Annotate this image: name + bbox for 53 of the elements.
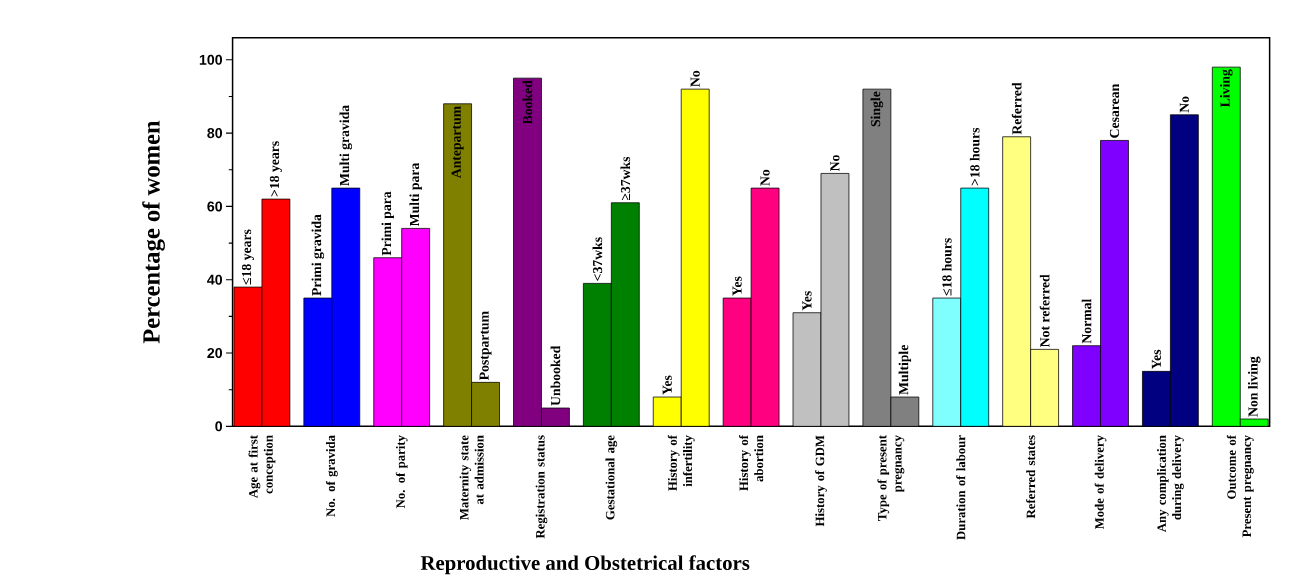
x-tick-label: No. of parity	[395, 435, 408, 509]
x-tick-label: Outcome of Present pregnancy	[1226, 435, 1254, 538]
data-label: Multi para	[409, 163, 422, 227]
data-label: No	[1179, 96, 1189, 113]
y-tick-label: 60	[207, 201, 223, 212]
x-tick-label: Any complication during delivery	[1157, 435, 1184, 533]
data-label: Normal	[1081, 299, 1092, 344]
data-label: No	[830, 155, 840, 172]
data-label: Single	[870, 91, 884, 127]
data-label: >18 hours	[969, 128, 980, 186]
data-label: Booked	[522, 80, 533, 125]
data-label: Non living	[1247, 356, 1261, 417]
x-tick-label: History of abortion	[738, 435, 764, 492]
data-label: <37wks	[592, 237, 603, 281]
x-tick-label: Registration status	[535, 435, 548, 539]
data-label: Multiple	[898, 345, 912, 395]
data-label: ≥37wks	[620, 157, 631, 201]
y-tick-label: 80	[207, 128, 223, 139]
y-axis-title: Percentage of women	[142, 121, 165, 344]
x-tick-label: Maternity state at admission	[459, 435, 484, 521]
y-tick-label: 0	[215, 421, 223, 432]
x-tick-label: No. of gravida	[325, 435, 338, 517]
data-label: ≤18 years	[241, 229, 254, 285]
y-tick-label: 100	[199, 55, 223, 66]
data-label: ≤18 hours	[941, 238, 952, 296]
data-label: Not referred	[1039, 274, 1050, 348]
data-label: Postpartum	[479, 311, 492, 381]
x-tick-label: Duration of labour	[956, 435, 966, 541]
data-label: Living	[1220, 69, 1233, 108]
data-label: Cesarean	[1109, 84, 1120, 138]
x-tick-label: Mode of delivery	[1094, 435, 1107, 530]
x-tick-label: Type of present pregnancy	[877, 435, 905, 522]
x-tick-label: Age at first conception	[248, 435, 276, 499]
x-tick-label: History of infertility	[667, 435, 695, 492]
x-tick-label: Gestational age	[605, 435, 618, 520]
data-label: Yes	[1151, 350, 1161, 370]
data-label: Primi gravida	[311, 214, 325, 296]
data-label: >18 years	[269, 141, 282, 197]
data-label: Primi para	[381, 191, 394, 256]
data-label: No	[760, 170, 770, 186]
data-label: Unbooked	[550, 346, 561, 406]
x-tick-label: Referred states	[1026, 435, 1036, 519]
x-tick-label: History of GDM	[815, 435, 827, 527]
data-label: Yes	[802, 291, 812, 311]
data-label: Yes	[732, 276, 742, 296]
data-label: No	[690, 71, 700, 88]
data-label: Multi gravida	[339, 105, 353, 187]
data-label: Antepartum	[451, 106, 464, 179]
y-tick-label: 40	[207, 274, 223, 285]
data-label: Yes	[662, 375, 672, 395]
x-axis-title: Reproductive and Obstetrical factors	[420, 555, 750, 575]
y-tick-label: 20	[207, 348, 223, 359]
data-label: Referred	[1011, 82, 1022, 135]
